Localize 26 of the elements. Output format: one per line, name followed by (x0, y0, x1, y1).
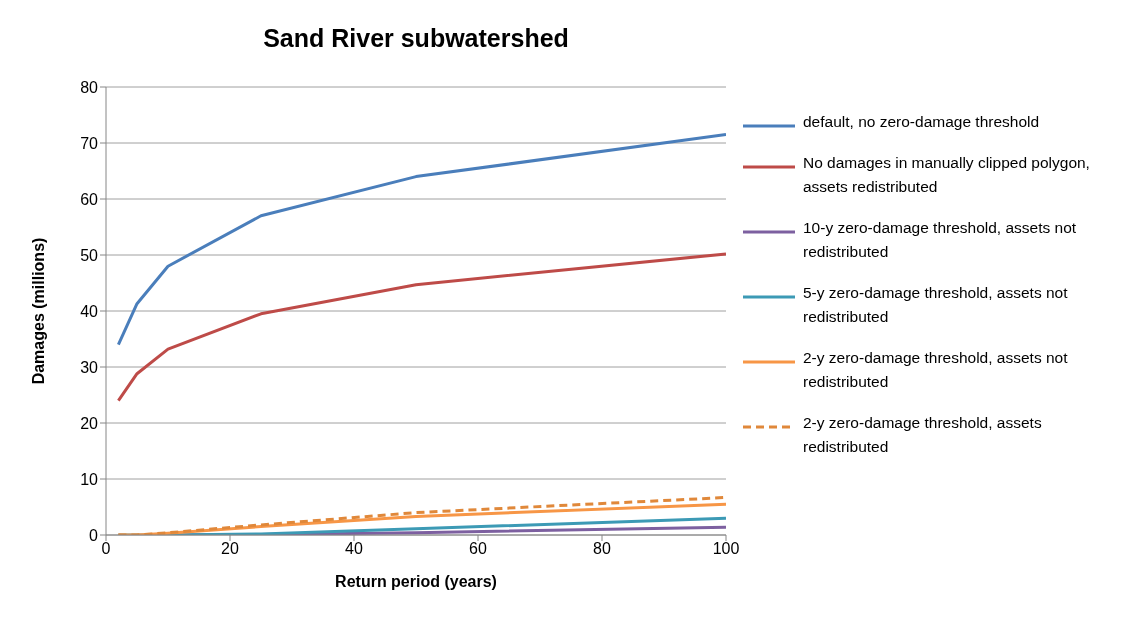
y-tick-label: 60 (80, 190, 99, 208)
x-tick-label: 60 (469, 540, 487, 558)
legend-label: default, no zero-damage threshold (803, 112, 1040, 132)
legend-label: 5-y zero-damage threshold, assets not redistributed (803, 283, 1069, 327)
x-tick-label: 0 (101, 540, 111, 558)
legend-label: No damages in manually clipped polygon, assets redistributed (803, 153, 1091, 197)
y-tick-label: 30 (80, 358, 99, 376)
x-tick-label: 40 (345, 540, 363, 558)
x-tick-label: 20 (221, 540, 239, 558)
x-tick-label: 80 (593, 540, 611, 558)
x-axis-title: Return period (years) (335, 573, 497, 590)
y-tick-label: 70 (80, 134, 99, 152)
line-series (116, 133, 726, 347)
chart-title: Sand River subwatershed (262, 24, 570, 53)
y-tick-label: 0 (89, 526, 99, 544)
y-tick-label: 50 (80, 246, 99, 264)
y-axis-title: Damages (millions) (29, 237, 47, 385)
y-tick-label: 20 (80, 414, 99, 432)
y-tick-label: 40 (80, 302, 99, 320)
legend-label: 10-y zero-damage threshold, assets not redistributed (803, 218, 1078, 262)
legend-label: 2-y zero-damage threshold, assets redistributed (803, 413, 1043, 457)
legend-label: 2-y zero-damage threshold, assets not redistributed (803, 348, 1069, 392)
y-tick-label: 80 (80, 78, 99, 96)
x-tick-label: 100 (712, 540, 740, 558)
line-series (116, 252, 726, 403)
y-tick-label: 10 (80, 470, 99, 488)
